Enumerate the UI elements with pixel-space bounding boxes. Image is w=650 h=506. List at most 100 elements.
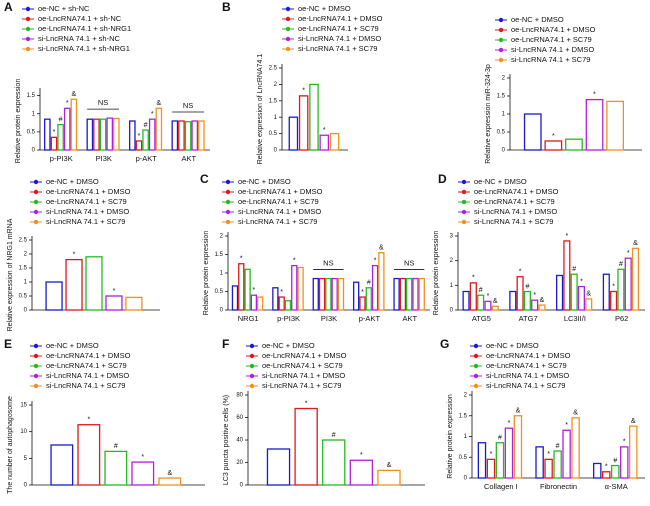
x-tick-label: α-SMA <box>605 482 628 491</box>
legend-marker <box>473 353 479 359</box>
y-axis-label: LC3 puncta positive cells (%) <box>223 395 230 485</box>
x-tick-label: Collagen I <box>484 482 518 491</box>
bar <box>198 120 205 151</box>
significance-label: & <box>516 408 521 415</box>
bar <box>513 415 523 479</box>
bar <box>371 264 379 311</box>
bar <box>288 116 299 151</box>
annotation: NS <box>404 259 414 268</box>
significance-label: & <box>387 462 392 469</box>
bar <box>504 427 514 479</box>
bar <box>563 240 571 311</box>
significance-label: & <box>633 240 638 247</box>
legend-marker <box>249 353 255 359</box>
x-tick-label: P62 <box>615 314 628 323</box>
legend-label: oe-LncRNA74.1 + DMSO <box>46 187 131 196</box>
y-tick-label: 0.5 <box>27 129 36 135</box>
legend-marker <box>285 46 291 52</box>
bar <box>377 469 401 486</box>
bar <box>184 121 192 151</box>
y-tick-label: 2 <box>502 76 506 82</box>
bar <box>535 446 544 479</box>
significance-label: * <box>323 127 326 134</box>
legend-marker <box>249 363 255 369</box>
significance-label: & <box>379 244 384 251</box>
legend-marker <box>473 343 479 349</box>
legend-label: oe-LncRNA74.1 + SC79 <box>298 24 379 33</box>
significance-label: * <box>519 269 522 276</box>
y-tick-label: 1.5 <box>269 98 278 104</box>
bar <box>412 277 419 311</box>
significance-label: * <box>66 100 69 107</box>
legend-marker <box>33 179 39 185</box>
bar <box>617 268 625 311</box>
legend-marker <box>25 16 31 22</box>
y-axis-label: Relative expression of NRG1 mRNA <box>7 218 14 331</box>
bar <box>63 107 71 151</box>
bar <box>405 277 413 311</box>
bar <box>620 446 629 479</box>
significance-label: # <box>619 261 623 268</box>
significance-label: & <box>157 100 162 107</box>
y-tick-label: 1 <box>32 111 36 117</box>
y-tick-label: 1.5 <box>459 413 468 419</box>
significance-label: * <box>305 400 308 407</box>
significance-label: * <box>472 275 475 282</box>
bar <box>544 458 553 479</box>
significance-label: * <box>113 288 116 295</box>
bar <box>555 274 564 311</box>
significance-label: & <box>573 410 578 417</box>
bar <box>131 461 155 486</box>
bar <box>272 287 279 311</box>
x-tick-label: AKT <box>403 314 418 323</box>
bar <box>631 247 640 311</box>
legend-label: si-LncRNA 74.1 + DMSO <box>238 207 321 216</box>
x-tick-label: ATG7 <box>519 314 538 323</box>
significance-label: * <box>552 133 555 140</box>
x-tick-label: p-PI3K <box>50 154 73 163</box>
bar <box>486 458 496 479</box>
significance-label: & <box>72 91 77 98</box>
y-axis-label: Relative protein expression <box>433 231 440 316</box>
legend-label: si-LncRNA 74.1 + sh-NRG1 <box>38 44 130 53</box>
y-tick-label: 3 <box>450 234 454 240</box>
legend-marker <box>25 6 31 12</box>
significance-label: & <box>540 297 545 304</box>
significance-label: # <box>613 457 617 464</box>
legend-marker <box>33 383 39 389</box>
bar <box>365 287 372 311</box>
legend-marker <box>225 219 231 225</box>
significance-label: # <box>332 432 336 439</box>
significance-label: # <box>556 443 560 450</box>
legend-label: oe-NC + DMSO <box>262 341 315 350</box>
bar <box>294 407 318 486</box>
bar <box>158 477 182 486</box>
significance-label: * <box>253 287 256 294</box>
x-tick-label: LC3II/I <box>564 314 586 323</box>
x-tick-label: p-AKT <box>136 154 158 163</box>
legend-marker <box>461 179 467 185</box>
bar <box>191 120 199 151</box>
legend-label: si-LncRNA 74.1 + DMSO <box>511 45 594 54</box>
y-tick-label: 0 <box>32 148 36 154</box>
legend-label: si-LncRNA 74.1 + SC79 <box>511 55 590 64</box>
bar <box>278 296 285 311</box>
legend-marker <box>498 47 504 53</box>
significance-label: * <box>151 111 154 118</box>
legend-marker <box>498 37 504 43</box>
bar <box>523 113 542 151</box>
y-tick-label: 0.5 <box>459 455 468 461</box>
bar <box>257 296 264 311</box>
bar <box>624 257 632 311</box>
legend-marker <box>473 373 479 379</box>
bar <box>544 140 563 151</box>
significance-label: * <box>565 233 568 240</box>
legend-label: oe-LncRNA74.1 + SC79 <box>511 35 592 44</box>
bar <box>325 277 332 311</box>
bar <box>284 300 292 311</box>
bar <box>577 285 586 311</box>
bar <box>610 290 618 311</box>
bar <box>298 95 309 151</box>
legend-label: oe-LncRNA74.1 + DMSO <box>298 14 383 23</box>
bar <box>45 281 63 311</box>
